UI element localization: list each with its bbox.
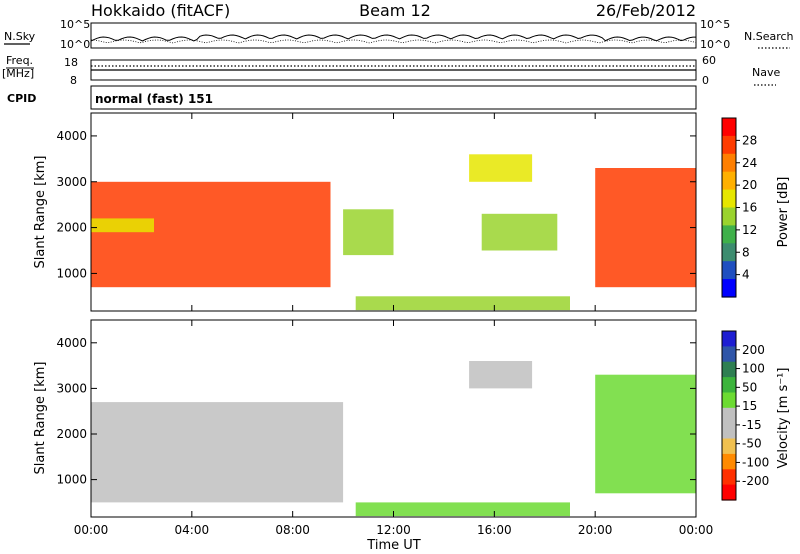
velocity-colorbar-label: Velocity [m s⁻¹] (776, 368, 791, 469)
noise-left-tick-bottom: 10^0 (60, 38, 90, 51)
noise-right-tick-top: 10^5 (700, 18, 730, 31)
velocity-ytick-label-2: 3000 (56, 381, 87, 395)
power-colorbar-swatch-7 (722, 243, 736, 262)
xtick-label-2: 08:00 (275, 523, 310, 537)
nave-tick-bottom: 0 (702, 74, 709, 87)
velocity-colorbar-tick-label-6: -100 (742, 455, 769, 469)
power-colorbar-swatch-0 (722, 118, 736, 137)
velocity-region-0 (91, 402, 344, 503)
velocity-colorbar-swatch-10 (722, 484, 736, 501)
velocity-colorbar-tick-label-1: 100 (742, 362, 765, 376)
power-ytick-label-2: 3000 (56, 175, 87, 189)
xtick-label-5: 20:00 (578, 523, 613, 537)
xtick-label-6: 00:00 (679, 523, 714, 537)
power-colorbar-swatch-8 (722, 261, 736, 280)
velocity-ytick-label-1: 2000 (56, 427, 87, 441)
noise-left-label: N.Sky (4, 30, 36, 43)
power-colorbar-tick-label-1: 24 (742, 156, 757, 170)
power-colorbar-tick-label-4: 12 (742, 223, 757, 237)
power-colorbar-swatch-6 (722, 225, 736, 244)
time-axis: 00:00 04:00 08:00 12:00 16:00 20:00 00:00 (74, 113, 714, 537)
velocity-colorbar-tick-label-0: 200 (742, 343, 765, 357)
velocity-heatmap (91, 361, 696, 517)
station-title: Hokkaido (fitACF) (91, 1, 230, 20)
velocity-colorbar-swatch-2 (722, 361, 736, 378)
power-region-4 (469, 154, 533, 182)
power-colorbar-label: Power [dB] (776, 177, 791, 248)
velocity-colorbar-tick-label-5: -50 (742, 437, 762, 451)
power-colorbar-swatch-4 (722, 189, 736, 209)
power-colorbar-tick-label-3: 16 (742, 201, 757, 215)
power-colorbar-swatch-3 (722, 171, 736, 191)
velocity-colorbar-swatch-4 (722, 392, 736, 409)
xtick-label-3: 12:00 (376, 523, 411, 537)
velocity-colorbar-swatch-0 (722, 331, 736, 347)
power-region-6 (595, 168, 696, 288)
velocity-colorbar-swatch-8 (722, 453, 736, 470)
freq-tick-top: 18 (64, 56, 78, 69)
power-yaxis: 1000 2000 3000 4000 (56, 129, 696, 280)
power-colorbar-tick-label-0: 28 (742, 133, 757, 147)
cpid-panel (90, 85, 697, 110)
velocity-yaxis: 1000 2000 3000 4000 (56, 336, 696, 487)
xlabel: Time UT (366, 538, 420, 553)
freq-label: Freq. (6, 54, 33, 67)
freq-tick-bottom: 8 (70, 74, 77, 87)
velocity-colorbar-frame (721, 330, 737, 501)
power-colorbar-tick-label-2: 20 (742, 178, 757, 192)
velocity-ylabel: Slant Range [km] (33, 362, 48, 475)
velocity-colorbar-swatch-9 (722, 469, 736, 486)
power-region-3 (355, 296, 570, 311)
velocity-colorbar-swatch-5 (722, 407, 736, 424)
noise-search-series (90, 39, 697, 44)
xtick-label-0: 00:00 (74, 523, 109, 537)
nave-tick-top: 60 (702, 54, 716, 67)
nave-label: Nave (752, 66, 780, 79)
power-ytick-label-0: 1000 (56, 266, 87, 280)
power-colorbar-swatch-5 (722, 207, 736, 226)
power-region-0 (91, 181, 331, 288)
power-colorbar-tick-label-5: 8 (742, 245, 750, 259)
power-colorbar-tick-label-6: 4 (742, 268, 750, 282)
velocity-colorbar-swatch-6 (722, 423, 736, 440)
velocity-colorbar-swatch-1 (722, 346, 736, 363)
velocity-colorbar-swatch-3 (722, 377, 736, 394)
power-colorbar: 28 24 20 16 12 8 4 (721, 117, 757, 298)
power-ylabel: Slant Range [km] (33, 156, 48, 269)
velocity-colorbar-swatch-7 (722, 438, 736, 455)
velocity-colorbar-tick-label-2: 50 (742, 380, 757, 394)
power-ytick-label-1: 2000 (56, 221, 87, 235)
power-region-2 (343, 209, 394, 256)
xtick-label-1: 04:00 (175, 523, 210, 537)
beam-title: Beam 12 (359, 1, 431, 20)
xtick-label-4: 16:00 (477, 523, 512, 537)
noise-right-label: N.Search (744, 30, 794, 43)
velocity-colorbar-tick-label-3: 15 (742, 399, 757, 413)
power-heatmap (91, 154, 696, 311)
velocity-ytick-label-0: 1000 (56, 473, 87, 487)
power-colorbar-swatch-1 (722, 135, 736, 155)
velocity-colorbar-tick-label-7: -200 (742, 474, 769, 488)
date-title: 26/Feb/2012 (596, 1, 696, 20)
power-region-1 (91, 218, 154, 233)
noise-panel (90, 22, 697, 49)
velocity-ytick-label-3: 4000 (56, 336, 87, 350)
power-colorbar-swatch-9 (722, 279, 736, 298)
velocity-colorbar-tick-label-4: -15 (742, 418, 762, 432)
velocity-colorbar: 200 100 50 15 -15 -50 -100 -200 (721, 330, 769, 501)
freq-unit: [MHz] (2, 67, 34, 80)
noise-right-tick-bottom: 10^0 (700, 38, 730, 51)
power-colorbar-swatch-2 (722, 153, 736, 173)
power-ytick-label-3: 4000 (56, 129, 87, 143)
velocity-region-2 (469, 361, 533, 389)
cpid-label: CPID (7, 92, 36, 105)
power-region-5 (481, 213, 558, 251)
velocity-region-1 (355, 502, 570, 517)
noise-left-tick-top: 10^5 (60, 18, 90, 31)
velocity-region-3 (595, 374, 696, 494)
cpid-text: normal (fast) 151 (95, 92, 213, 106)
